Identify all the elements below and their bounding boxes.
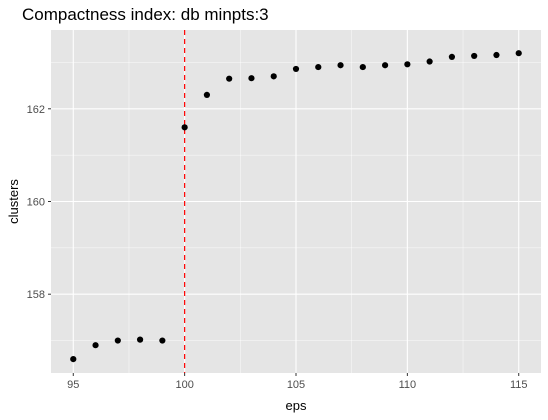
data-point [203,91,211,98]
data-point [92,342,99,349]
data-point [337,62,344,69]
data-point [359,63,366,71]
data-point [181,124,188,131]
data-point [515,50,522,57]
data-point [381,62,389,69]
x-tick-label: 110 [399,379,417,391]
data-point [315,63,322,71]
x-tick-label: 100 [175,379,193,391]
x-axis-title: eps [286,398,307,413]
y-tick-label: 158 [27,289,45,301]
data-points [70,50,522,363]
data-point [448,53,456,60]
data-point [404,61,411,68]
chart-title: Compactness index: db minpts:3 [22,5,269,24]
data-point [114,337,121,344]
x-tick-label: 95 [67,379,79,391]
data-point [426,58,433,65]
data-point [70,355,77,363]
y-tick-label: 162 [27,104,45,116]
data-point [270,73,277,80]
x-tick-label: 115 [510,379,528,391]
y-axis-title: clusters [6,179,21,224]
data-point [471,52,478,60]
x-axis-ticks: 95 100 105 110 115 [67,373,528,391]
data-point [292,65,300,73]
data-point [226,75,233,82]
data-point [159,337,166,344]
x-tick-label: 105 [287,379,305,391]
y-tick-label: 160 [27,197,45,209]
data-point [493,51,500,59]
y-axis-ticks: 158 160 162 [27,104,51,301]
data-point [136,336,144,343]
data-point [248,75,255,82]
